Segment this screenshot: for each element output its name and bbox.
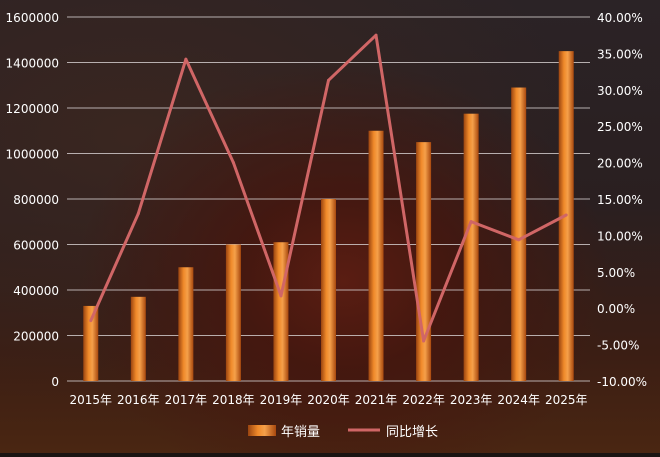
x-tick-label: 2024年	[497, 393, 540, 407]
x-tick-label: 2023年	[450, 393, 493, 407]
bar	[463, 113, 479, 381]
line-point	[89, 319, 93, 323]
line-point	[564, 213, 568, 217]
line-point	[279, 294, 283, 298]
y-left-tick-label: 1200000	[6, 102, 59, 116]
y-left-tick-label: 1400000	[6, 57, 59, 71]
bar	[321, 199, 336, 381]
y-left-tick-label: 400000	[13, 284, 59, 298]
y-right-tick-label: 25.00%	[597, 120, 643, 134]
y-left-tick-label: 1000000	[6, 148, 59, 162]
y-right-tick-label: 5.00%	[597, 266, 635, 280]
bar	[368, 130, 384, 381]
line-point	[136, 212, 140, 216]
y-left-tick-label: 1600000	[6, 11, 59, 25]
y-right-tick-label: 0.00%	[597, 302, 635, 316]
x-tick-label: 2025年	[545, 393, 588, 407]
y-right-tick-label: 20.00%	[597, 157, 643, 171]
legend-bar-label: 年销量	[281, 425, 320, 440]
x-tick-label: 2021年	[355, 393, 398, 407]
bar	[130, 296, 146, 381]
y-left-tick-label: 600000	[13, 239, 59, 253]
line-point	[184, 57, 188, 61]
left-axis: 0 200000 400000 600000 800000 1000000 1200000 1…	[6, 11, 59, 389]
line-point	[327, 78, 330, 82]
line-point	[374, 33, 378, 37]
y-left-tick-label: 800000	[13, 193, 59, 207]
line-series	[89, 33, 568, 343]
x-tick-label: 2015年	[69, 393, 112, 407]
y-right-tick-label: 15.00%	[597, 193, 643, 207]
x-axis: 2015年 2016年 2017年 2018年 2019年 2020年 2021年 2022年…	[69, 393, 587, 407]
y-right-tick-label: -5.00%	[597, 339, 639, 353]
y-right-tick-label: 10.00%	[597, 229, 643, 243]
legend: 年销量 同比增长	[248, 425, 438, 440]
bar	[416, 142, 432, 381]
y-left-tick-label: 0	[51, 375, 59, 389]
bar	[178, 267, 194, 381]
y-right-tick-label: -10.00%	[597, 375, 647, 389]
bar	[83, 305, 99, 381]
legend-bar-swatch	[248, 425, 276, 436]
line-point	[231, 161, 235, 165]
y-left-tick-label: 200000	[13, 330, 59, 344]
x-tick-label: 2020年	[307, 393, 350, 407]
x-tick-label: 2018年	[212, 393, 255, 407]
bar	[511, 87, 527, 382]
x-tick-label: 2017年	[165, 393, 208, 407]
line-point	[469, 220, 473, 224]
x-tick-label: 2016年	[117, 393, 160, 407]
line-point	[517, 238, 521, 242]
y-right-tick-label: 40.00%	[597, 11, 643, 25]
x-tick-label: 2019年	[260, 393, 303, 407]
bar	[225, 244, 241, 381]
y-right-tick-label: 30.00%	[597, 84, 643, 98]
legend-line-label: 同比增长	[386, 425, 438, 440]
bar-series	[83, 51, 574, 382]
y-right-tick-label: 35.00%	[597, 47, 643, 61]
bar	[273, 242, 289, 381]
line-point	[422, 339, 426, 343]
right-axis: -10.00% -5.00% 0.00% 5.00% 10.00% 15.00% 20.00…	[597, 11, 647, 389]
x-tick-label: 2022年	[402, 393, 445, 407]
